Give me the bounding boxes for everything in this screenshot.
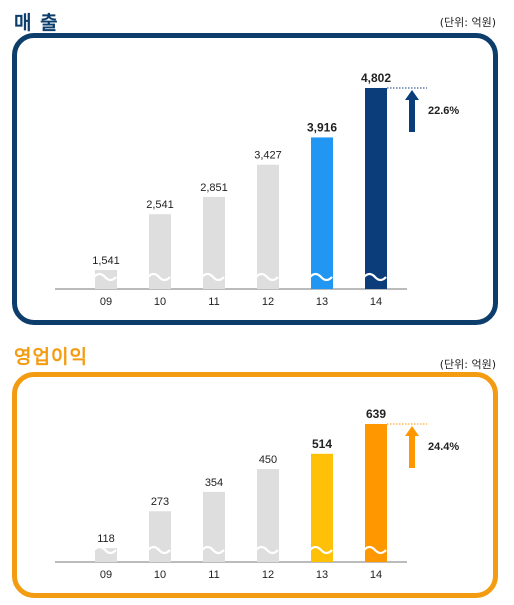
up-arrow-icon [405, 90, 419, 132]
value-label-12: 450 [259, 454, 277, 466]
axis-break-mark [93, 545, 117, 555]
profit-title: 영업이익 [14, 346, 88, 368]
profit-chart: 118 09 273 10 354 11 450 12 514 13 639 14 24.4% [55, 407, 459, 581]
tick-label-09: 09 [100, 296, 112, 308]
bar-09 [95, 548, 117, 562]
axis-break-mark [309, 272, 333, 282]
tick-label-11: 11 [208, 296, 219, 308]
tick-label-14: 14 [370, 296, 382, 308]
value-label-14: 639 [366, 407, 386, 421]
value-label-14: 4,802 [361, 71, 391, 85]
value-label-11: 354 [205, 477, 223, 489]
axis-break-mark [255, 545, 279, 555]
bar-11 [203, 491, 225, 562]
axis-break-mark [363, 545, 387, 555]
bar-13 [311, 453, 333, 562]
value-label-13: 514 [312, 437, 332, 451]
up-arrow-icon [405, 426, 419, 468]
value-label-10: 2,541 [146, 199, 174, 211]
axis-break-mark [363, 272, 387, 282]
axis-break-mark [255, 272, 279, 282]
axis-break-mark [147, 272, 171, 282]
axis-break-mark [201, 545, 225, 555]
axis-break-mark [201, 272, 225, 282]
profit-chart-panel: 118 09 273 10 354 11 450 12 514 13 639 14 24.4% [12, 372, 498, 598]
bar-12 [257, 164, 279, 289]
value-label-11: 2,851 [200, 182, 228, 194]
tick-label-13: 13 [316, 296, 328, 308]
sales-title: 매 출 [14, 12, 59, 34]
bar-11 [203, 196, 225, 289]
sales-unit-label: (단위: 억원) [439, 16, 496, 29]
value-label-09: 1,541 [92, 255, 120, 267]
tick-label-09: 09 [100, 569, 112, 581]
value-label-12: 3,427 [254, 150, 282, 162]
axis-break-mark [147, 545, 171, 555]
growth-rate-label: 24.4% [428, 441, 459, 453]
bar-14 [365, 424, 387, 562]
tick-label-11: 11 [208, 569, 219, 581]
value-label-13: 3,916 [307, 120, 337, 134]
bar-12 [257, 469, 279, 562]
tick-label-12: 12 [262, 569, 274, 581]
axis-break-mark [309, 545, 333, 555]
tick-label-13: 13 [316, 569, 328, 581]
value-label-10: 273 [151, 496, 169, 508]
tick-label-10: 10 [154, 569, 166, 581]
value-label-09: 118 [97, 533, 115, 545]
sales-chart: 1,541 09 2,541 10 2,851 11 3,427 12 3,916 13 4,802… [55, 71, 459, 308]
bar-13 [311, 137, 333, 289]
profit-unit-label: (단위: 억원) [439, 358, 496, 371]
bar-10 [149, 511, 171, 562]
bar-10 [149, 214, 171, 289]
growth-rate-label: 22.6% [428, 105, 459, 117]
sales-chart-panel: 1,541 09 2,541 10 2,851 11 3,427 12 3,916 13 4,802… [12, 33, 498, 325]
tick-label-12: 12 [262, 296, 274, 308]
axis-break-mark [93, 272, 117, 282]
tick-label-10: 10 [154, 296, 166, 308]
bar-14 [365, 88, 387, 289]
tick-label-14: 14 [370, 569, 382, 581]
